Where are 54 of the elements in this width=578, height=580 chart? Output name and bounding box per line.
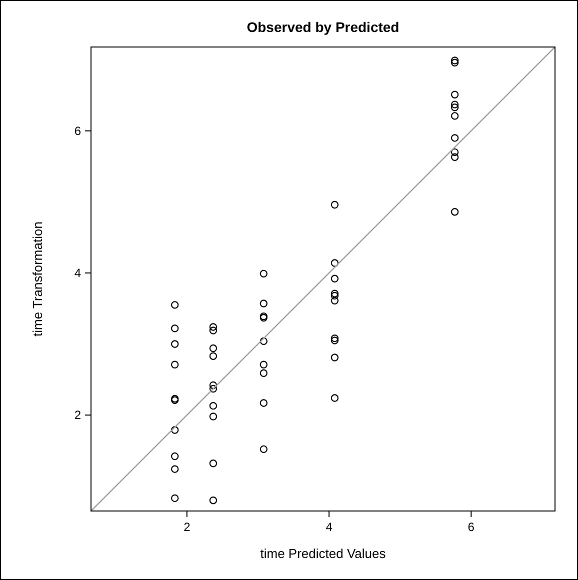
point (330, 296, 339, 305)
point (209, 496, 218, 504)
point (450, 112, 459, 120)
point (209, 460, 218, 468)
point (209, 352, 218, 360)
point (209, 323, 218, 331)
point (330, 354, 339, 362)
chart-title: Observed by Predicted (246, 19, 400, 35)
point (450, 208, 459, 216)
point (209, 384, 218, 393)
point (209, 381, 218, 390)
point (450, 104, 459, 112)
y-tick-label: 2 (74, 408, 82, 422)
point (209, 326, 218, 334)
point (330, 394, 339, 402)
point (170, 340, 179, 348)
y-tick-label: 4 (74, 266, 82, 280)
x-tick-label: 4 (326, 520, 333, 534)
point (450, 100, 459, 108)
point (450, 153, 459, 161)
point (450, 58, 459, 66)
x-axis-title: time Predicted Values (260, 546, 386, 561)
point (330, 336, 339, 344)
point (260, 337, 268, 346)
point (450, 148, 459, 156)
point (209, 344, 218, 352)
point (260, 399, 268, 407)
point (170, 465, 179, 473)
point (260, 369, 268, 377)
point (330, 259, 339, 267)
point (260, 360, 268, 368)
point (260, 300, 268, 308)
point (170, 426, 179, 434)
point (260, 270, 268, 278)
point (260, 445, 268, 454)
y-tick-label: 6 (74, 124, 82, 138)
point (330, 274, 339, 282)
point (450, 56, 459, 64)
point (170, 324, 179, 332)
point (170, 360, 179, 368)
x-tick-label: 2 (184, 520, 191, 534)
point (330, 290, 339, 298)
point (170, 494, 179, 502)
point (330, 334, 339, 342)
point (209, 402, 218, 410)
point (170, 301, 179, 309)
y-axis-title: time Transformation (30, 222, 45, 336)
point (330, 292, 339, 300)
point (209, 412, 218, 420)
x-tick-label: 6 (468, 520, 475, 534)
point (450, 134, 459, 142)
point (170, 452, 179, 460)
point (450, 90, 459, 98)
point (330, 200, 339, 209)
